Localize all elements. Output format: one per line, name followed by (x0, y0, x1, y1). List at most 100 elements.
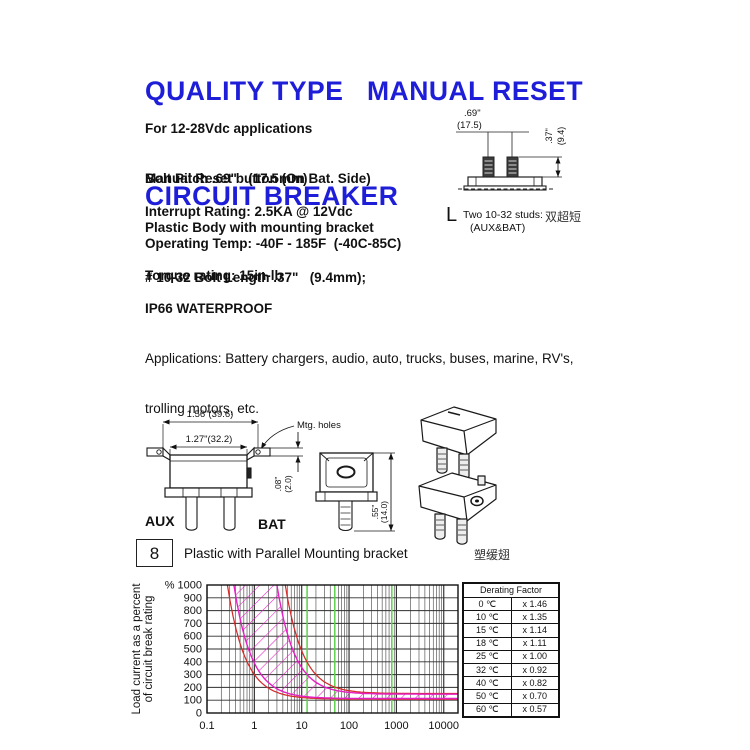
bracket-caption-chinese: 塑缓翅 (474, 548, 511, 562)
item-number: 8 (149, 544, 160, 563)
spec-ip66: IP66 WATERPROOF (145, 301, 273, 316)
trip-min-magenta (233, 585, 458, 700)
x-tick-label: 10000 (428, 720, 459, 732)
derating-temp-cell: 40 ℃ (462, 676, 512, 691)
spec-torque-rating: Torque rating: 15in-lb (145, 268, 283, 283)
dim-inner-label: 1.27"(32.2) (186, 434, 233, 445)
table-row: 10 ℃ x 1.35 (462, 610, 560, 625)
derating-temp-cell: 50 ℃ (462, 689, 512, 704)
derating-factor-cell: x 1.46 (510, 596, 560, 612)
stud-note: Two 10-32 studs: (463, 209, 543, 221)
side-view-drawing (315, 452, 395, 532)
spec-line: Applications: Battery chargers, audio, a… (145, 351, 574, 366)
table-row: 18 ℃ x 1.11 (462, 636, 560, 651)
derating-factor-table: Derating Factor 0 ℃ x 1.46 10 ℃ x 1.35 15 ℃ x … (462, 582, 560, 718)
derating-temp-cell: 18 ℃ (462, 636, 512, 651)
derating-temp-cell: 0 ℃ (462, 596, 512, 612)
derating-factor-cell: x 1.00 (510, 649, 560, 664)
bracket-caption: Plastic with Parallel Mounting bracket (184, 546, 408, 561)
iso-view-1 (420, 406, 497, 480)
spec-bolt-pitch: Bolt Pitch .69" (17.5mm) (145, 171, 308, 186)
derating-temp-cell: 10 ℃ (462, 610, 512, 625)
table-row: 15 ℃ x 1.14 (462, 623, 560, 638)
spec-line: Manual Reset button (On Bat. Side) (145, 170, 371, 186)
trip-max-magenta (276, 585, 458, 695)
chart-grid (206, 585, 459, 713)
dim-pitch-mm: (17.5) (457, 120, 482, 131)
y-tick-label: 0 (196, 708, 202, 720)
table-row: 40 ℃ x 0.82 (462, 676, 560, 691)
x-tick-label: 100 (340, 720, 358, 732)
table-row: 0 ℃ x 1.46 (462, 596, 560, 612)
table-row: 32 ℃ x 0.92 (462, 662, 560, 678)
spec-line: For 12-28Vdc applications (145, 121, 313, 136)
page-title: QUALITY TYPE MANUAL RESET CIRCUIT BREAKE… (145, 4, 583, 249)
stud-note-prefix: L (446, 204, 458, 226)
dim-stud-in-label: .55" (370, 505, 380, 520)
stud-right (506, 156, 519, 178)
derating-table-title: Derating Factor (462, 582, 560, 598)
y-tick-label: % 1000 (165, 580, 202, 592)
iso-view-2 (418, 472, 497, 545)
table-row: 50 ℃ x 0.70 (462, 689, 560, 704)
y-tick-label: 300 (184, 669, 202, 681)
y-tick-label: 100 (184, 695, 202, 707)
derating-temp-cell: 32 ℃ (462, 662, 512, 678)
dim-outer-label: 1.56"(39.6) (187, 409, 234, 420)
aux-terminal-label: AUX (145, 513, 175, 529)
spec-interrupt-rating: Interrupt Rating: 2.5KA @ 12Vdc (145, 204, 353, 219)
bat-terminal-label: BAT (258, 516, 286, 532)
derating-factor-cell: x 0.57 (510, 702, 560, 718)
derating-temp-cell: 25 ℃ (462, 649, 512, 664)
stud-pitch-diagram: .69" (17.5) .37" (9.4) (456, 108, 566, 191)
spec-operating-temp: Operating Temp: -40F - 185F (-40C-85C) (145, 236, 402, 251)
dim-stud-mm-label: (14.0) (379, 501, 389, 523)
derating-factor-cell: x 1.11 (510, 636, 560, 651)
spec-applications: Applications: Battery chargers, audio, a… (145, 318, 574, 434)
title-line-2: CIRCUIT BREAKER (145, 181, 399, 211)
x-tick-label: 1 (251, 720, 257, 732)
plot-frame (206, 584, 459, 714)
y-tick-label: 400 (184, 656, 202, 668)
outline-drawings: 1.56"(39.6) 1.27"(32.2) Mtg. holes .08" … (145, 406, 497, 545)
dim-stud-length-in: .37" (544, 128, 554, 144)
trip-band-hatch (233, 585, 458, 699)
y-tick-label: 900 (184, 592, 202, 604)
item-number-box: 8 (136, 539, 173, 567)
dim-pitch-in: .69" (464, 108, 481, 119)
y-tick-label: 600 (184, 631, 202, 643)
stud-note-chinese: 双超短 (545, 210, 582, 224)
spec-block-main: For 12-28Vdc applications Manual Reset b… (145, 88, 374, 303)
dim-stud-length-mm: (9.4) (556, 127, 566, 146)
trip-curves (226, 585, 458, 700)
x-tick-label: 1000 (384, 720, 408, 732)
spec-line: # 10-32 Bolt Length .37" (9.4mm); (145, 269, 366, 285)
y-tick-label: 700 (184, 618, 202, 630)
y-axis-title: of circuit break rating (143, 596, 155, 703)
derating-factor-cell: x 1.14 (510, 623, 560, 638)
stud-note-terminals: (AUX&BAT) (470, 222, 526, 234)
derating-factor-cell: x 1.35 (510, 610, 560, 625)
table-row: 60 ℃ x 0.57 (462, 702, 560, 718)
title-line-1: QUALITY TYPE MANUAL RESET (145, 76, 584, 106)
derating-factor-cell: x 0.70 (510, 689, 560, 704)
table-row: 25 ℃ x 1.00 (462, 649, 560, 664)
derating-factor-cell: x 0.92 (510, 662, 560, 678)
derating-factor-cell: x 0.82 (510, 676, 560, 691)
front-view-drawing (146, 419, 303, 531)
y-axis-title: Load current as a percent (131, 583, 143, 715)
mtg-holes-label: Mtg. holes (297, 420, 341, 431)
y-tick-label: 800 (184, 605, 202, 617)
dim-flange-in-label: .08" (273, 477, 283, 492)
stud-left (482, 156, 495, 178)
x-tick-label: 0.1 (199, 720, 214, 732)
spec-line: trolling motors, etc. (145, 400, 260, 416)
y-tick-label: 500 (184, 644, 202, 656)
spec-line: Plastic Body with mounting bracket (145, 220, 374, 235)
x-tick-label: 10 (296, 720, 308, 732)
dim-flange-mm-label: (2.0) (283, 475, 293, 493)
derating-temp-cell: 60 ℃ (462, 702, 512, 718)
